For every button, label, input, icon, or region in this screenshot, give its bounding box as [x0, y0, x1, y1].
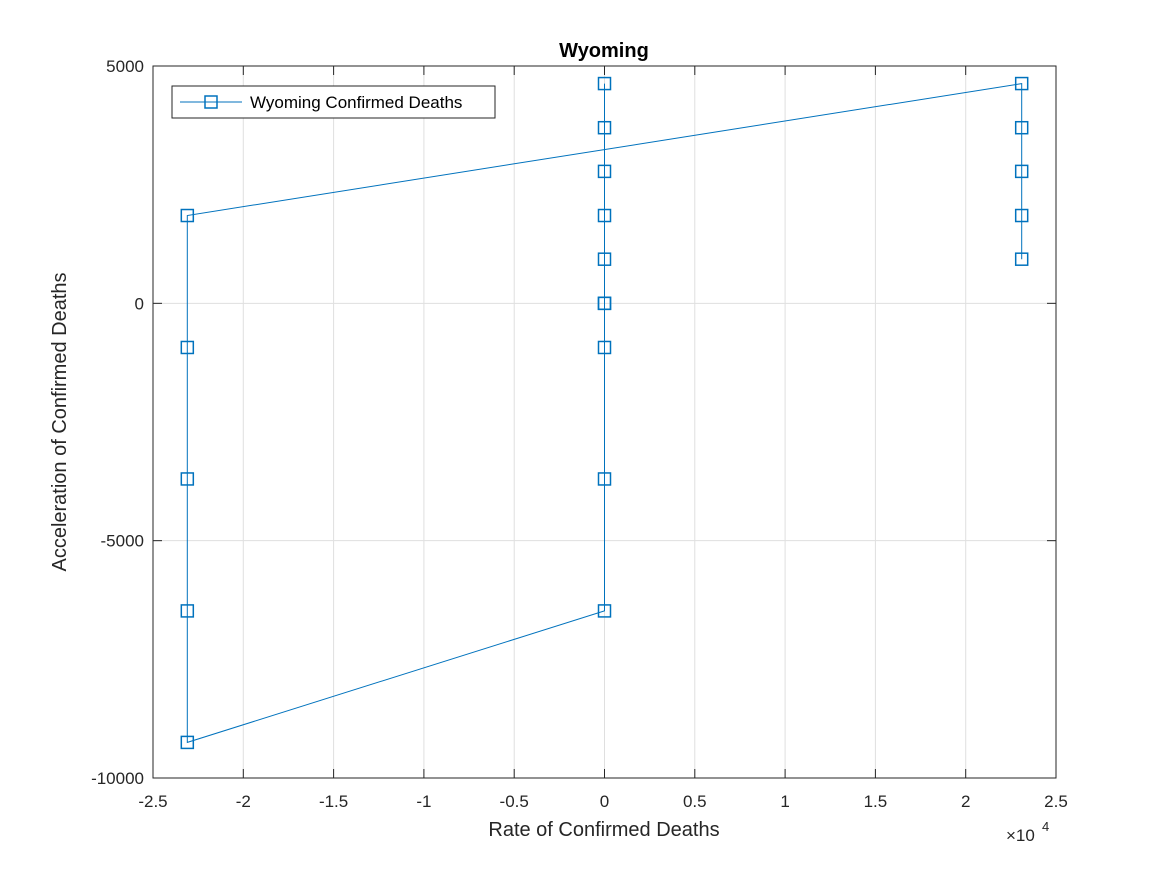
y-tick-label: 0 — [135, 294, 144, 313]
x-tick-label: -1.5 — [319, 792, 348, 811]
data-point — [597, 120, 612, 135]
data-point — [597, 604, 612, 618]
x-tick-label: 0.5 — [683, 792, 707, 811]
x-exponent-power: 4 — [1042, 819, 1049, 834]
x-tick-label: 2 — [961, 792, 970, 811]
data-point — [1014, 76, 1029, 91]
x-tick-label: 2.5 — [1044, 792, 1068, 811]
series-layer — [180, 76, 1029, 750]
data-point — [597, 340, 612, 355]
data-point — [1014, 252, 1029, 266]
tick-labels: -2.5 -2 -1.5 -1 -0.5 0 0.5 1 1.5 2 2.5 -10000 -5000 0… — [91, 57, 1068, 811]
data-point — [597, 472, 612, 486]
y-tick-label: 5000 — [106, 57, 144, 76]
legend[interactable]: Wyoming Confirmed Deaths — [171, 85, 496, 119]
legend-entry-label: Wyoming Confirmed Deaths — [250, 93, 462, 112]
y-tick-label: -10000 — [91, 769, 144, 788]
x-axis-label: Rate of Confirmed Deaths — [488, 819, 719, 841]
data-point — [1014, 120, 1029, 135]
y-axis-label: Acceleration of Confirmed Deaths — [49, 272, 71, 571]
x-exponent: ×10 4 — [1006, 819, 1049, 845]
data-point — [180, 208, 195, 223]
data-point — [180, 604, 195, 618]
data-point — [597, 164, 612, 179]
data-point — [597, 252, 612, 266]
y-tick-label: -5000 — [101, 532, 144, 551]
x-tick-label: -2.5 — [138, 792, 167, 811]
data-point — [180, 340, 195, 355]
x-tick-label: -0.5 — [500, 792, 529, 811]
data-point — [180, 735, 195, 750]
x-tick-label: 0 — [600, 792, 609, 811]
data-point — [180, 472, 195, 486]
x-tick-label: 1.5 — [864, 792, 888, 811]
chart-title: Wyoming — [559, 40, 649, 62]
data-point — [1014, 208, 1029, 223]
data-point — [1014, 164, 1029, 179]
data-point — [597, 76, 612, 91]
ticks — [152, 65, 1057, 779]
series-line — [186, 83, 1023, 744]
data-point — [597, 208, 612, 223]
x-tick-label: 1 — [780, 792, 789, 811]
x-tick-label: -2 — [236, 792, 251, 811]
legend-marker — [204, 95, 218, 109]
data-point — [597, 296, 612, 311]
x-exponent-base: ×10 — [1006, 826, 1035, 845]
x-tick-label: -1 — [416, 792, 431, 811]
